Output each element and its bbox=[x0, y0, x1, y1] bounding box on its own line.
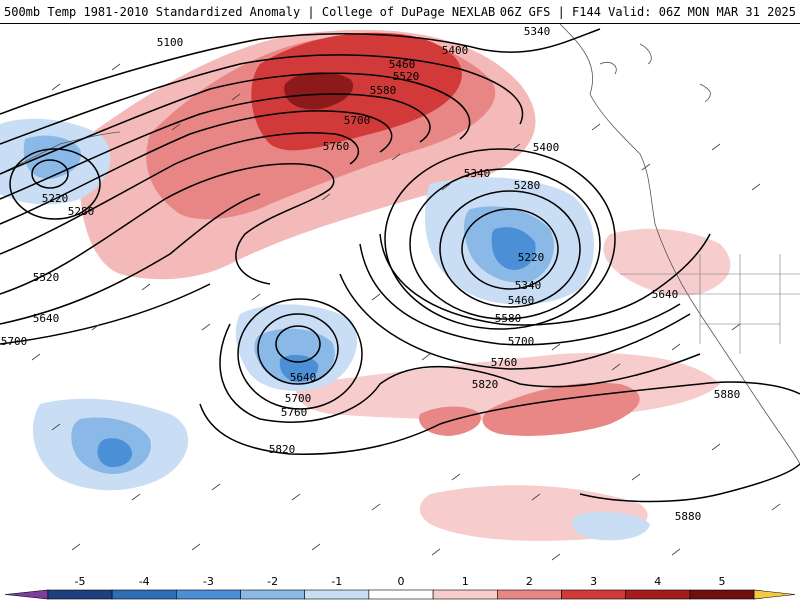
contour-label: 5340 bbox=[515, 279, 542, 292]
contour-label: 5760 bbox=[323, 140, 350, 153]
anomaly-warm-patch-east bbox=[482, 382, 640, 436]
anomaly-cold-low-east-core bbox=[491, 227, 536, 270]
arctic-islands bbox=[599, 43, 711, 103]
contour-label: 5580 bbox=[495, 312, 522, 325]
contour-label: 5460 bbox=[389, 58, 416, 71]
contour-label: 5640 bbox=[290, 371, 317, 384]
legend-color-segment bbox=[176, 589, 241, 600]
contour-5580 bbox=[0, 110, 393, 225]
contour-wlow-5700 bbox=[237, 298, 363, 410]
legend-color-segment bbox=[304, 589, 370, 600]
height-contours bbox=[0, 28, 800, 503]
contour-label: 5280 bbox=[514, 179, 541, 192]
map-header: 500mb Temp 1981-2010 Standardized Anomal… bbox=[0, 0, 800, 24]
contour-low-5340 bbox=[409, 168, 601, 320]
contour-label: 5580 bbox=[370, 84, 397, 97]
contour-5520 bbox=[0, 93, 431, 200]
legend-color-segment bbox=[47, 589, 113, 600]
legend-max-arrow bbox=[753, 589, 796, 600]
legend-tick-label: -1 bbox=[331, 575, 342, 588]
anomaly-legend: -5 -4 -3 -2 -1 0 1 2 3 4 5 bbox=[0, 574, 800, 600]
contour-low-5400 bbox=[384, 148, 616, 330]
legend-color-segment bbox=[625, 589, 691, 600]
contour-label: 5640 bbox=[33, 312, 60, 325]
state-borders bbox=[620, 254, 800, 354]
contour-5460 bbox=[0, 72, 471, 175]
contour-label: 5520 bbox=[393, 70, 420, 83]
contour-5460-east bbox=[379, 233, 711, 326]
contour-5400 bbox=[0, 54, 524, 145]
contour-label: 5100 bbox=[157, 36, 184, 49]
contour-label: 5340 bbox=[464, 167, 491, 180]
contour-5700-east bbox=[339, 273, 691, 370]
contour-label: 5280 bbox=[68, 205, 95, 218]
contour-5760 bbox=[0, 193, 261, 325]
contour-5880 bbox=[579, 463, 800, 503]
contour-5580-east bbox=[359, 243, 681, 346]
legend-tick-label: -5 bbox=[75, 575, 86, 588]
model-run-info: 06Z GFS | F144 Valid: 06Z MON MAR 31 202… bbox=[499, 5, 796, 19]
contour-label: 5400 bbox=[533, 141, 560, 154]
contour-label: 5220 bbox=[518, 251, 545, 264]
contour-wlow-5640 bbox=[257, 313, 339, 385]
anomaly-cold-south bbox=[571, 512, 650, 541]
legend-color-segment bbox=[496, 589, 562, 600]
legend-tick-labels: -5 -4 -3 -2 -1 0 1 2 3 4 5 bbox=[75, 575, 726, 588]
anomaly-warm-core bbox=[284, 72, 354, 110]
anomaly-warm-coast bbox=[603, 228, 731, 296]
contour-label: 5700 bbox=[1, 335, 28, 348]
contour-5820-west bbox=[0, 283, 211, 345]
legend-color-segment bbox=[432, 589, 498, 600]
legend-color-segment bbox=[111, 589, 177, 600]
contour-label: 5700 bbox=[344, 114, 371, 127]
legend-tick-label: -3 bbox=[203, 575, 214, 588]
contour-label: 5700 bbox=[508, 335, 535, 348]
legend-tick-label: 3 bbox=[590, 575, 597, 588]
contour-wlow-5580 bbox=[275, 325, 321, 363]
legend-tick-label: 4 bbox=[654, 575, 661, 588]
contour-low-5280 bbox=[439, 190, 581, 308]
anomaly-cold-low-west-core bbox=[279, 354, 319, 382]
contour-5100 bbox=[0, 28, 601, 115]
contour-label: 5340 bbox=[524, 25, 551, 38]
contour-label: 5760 bbox=[491, 356, 518, 369]
contour-label: 5460 bbox=[508, 294, 535, 307]
contour-label: 5880 bbox=[675, 510, 702, 523]
legend-tick-label: -2 bbox=[267, 575, 278, 588]
anomaly-warm-strong bbox=[251, 32, 462, 151]
anomaly-cold-southwest-core bbox=[97, 438, 133, 468]
contour-label: 5700 bbox=[285, 392, 312, 405]
north-america-coast bbox=[559, 24, 800, 465]
contour-label: 5520 bbox=[33, 271, 60, 284]
legend-tick-label: 2 bbox=[526, 575, 533, 588]
contour-label: 5220 bbox=[42, 192, 69, 205]
contour-label: 5640 bbox=[652, 288, 679, 301]
contour-low-5220 bbox=[461, 208, 559, 290]
legend-tick-label: 1 bbox=[462, 575, 469, 588]
wind-barbs bbox=[31, 63, 781, 561]
map-title: 500mb Temp 1981-2010 Standardized Anomal… bbox=[4, 5, 496, 19]
contour-label: 5820 bbox=[269, 443, 296, 456]
legend-min-arrow bbox=[4, 589, 49, 600]
contour-nw-low-inner bbox=[31, 159, 69, 189]
legend-color-segment bbox=[240, 589, 305, 600]
contour-5760-south bbox=[219, 323, 701, 423]
contour-label: 5760 bbox=[281, 406, 308, 419]
legend-color-segment bbox=[561, 589, 626, 600]
legend-color-segment bbox=[689, 589, 755, 600]
legend-tick-label: -4 bbox=[139, 575, 150, 588]
contour-label: 5820 bbox=[472, 378, 499, 391]
contour-label: 5880 bbox=[714, 388, 741, 401]
contour-5820-south bbox=[199, 381, 800, 455]
legend-tick-label: 0 bbox=[398, 575, 405, 588]
contour-nw-low-outer bbox=[9, 148, 101, 220]
contour-5640 bbox=[0, 132, 360, 255]
contour-label: 5400 bbox=[442, 44, 469, 57]
legend-color-bar bbox=[4, 589, 796, 600]
legend-tick-label: 5 bbox=[719, 575, 726, 588]
contour-5700 bbox=[0, 163, 335, 295]
legend-color-segment bbox=[368, 589, 434, 600]
